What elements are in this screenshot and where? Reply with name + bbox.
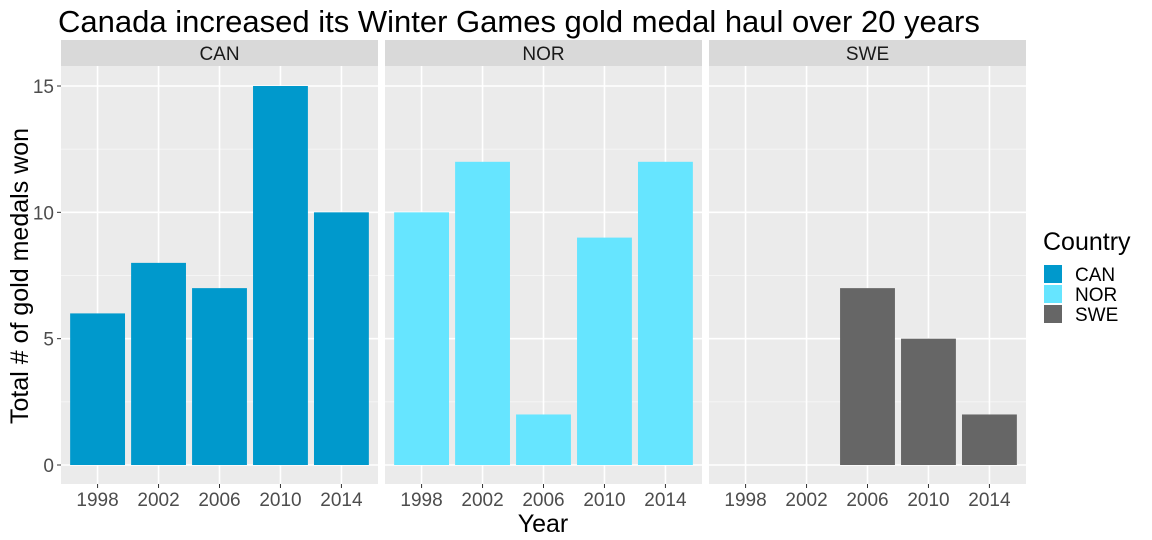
- x-tick-label: 1998: [76, 490, 118, 511]
- x-tick-label: 2014: [320, 490, 363, 511]
- y-tick-label: 5: [43, 330, 54, 351]
- x-tick-label: 2010: [259, 490, 301, 511]
- bar-can-2010: [253, 86, 308, 465]
- facet-panel-swe: SWE 1998 2002 2006 2010 2014: [709, 40, 1026, 511]
- facet-panel-can: CAN 1998 2002 2006 2010 2014: [61, 40, 378, 511]
- legend-key-swe: [1044, 305, 1062, 323]
- x-tick-label: 2002: [461, 490, 503, 511]
- legend-key-can: [1044, 265, 1062, 283]
- x-tick-label: 1998: [400, 490, 442, 511]
- x-tick-label: 2006: [846, 490, 888, 511]
- facet-strip-label: SWE: [846, 44, 889, 65]
- bar-can-2002: [131, 262, 186, 465]
- bar-nor-2014: [637, 161, 693, 466]
- bar-nor-2002: [455, 161, 510, 466]
- y-tick-label: 10: [33, 203, 54, 224]
- facet-panels: CAN 1998 2002 2006 2010 2014 NOR 1998 2002 2006 20…: [33, 40, 1026, 511]
- x-tick-label: 2014: [644, 490, 687, 511]
- facet-strip: [709, 40, 1026, 66]
- x-tick-label: 2014: [968, 490, 1011, 511]
- bar-swe-2014: [961, 414, 1017, 465]
- y-axis: 0 5 10 15: [33, 77, 61, 477]
- chart-title: Canada increased its Winter Games gold m…: [58, 4, 980, 39]
- bar-can-2006: [192, 288, 247, 465]
- legend-label-nor: NOR: [1075, 285, 1117, 306]
- legend-label-swe: SWE: [1075, 305, 1118, 326]
- facet-strip-label: CAN: [199, 44, 239, 65]
- facet-strip-label: NOR: [522, 44, 564, 65]
- x-tick-label: 2006: [198, 490, 240, 511]
- x-axis-title: Year: [518, 510, 569, 538]
- legend-key-nor: [1044, 285, 1062, 303]
- y-tick-label: 15: [33, 77, 54, 98]
- legend-title: Country: [1043, 228, 1131, 256]
- facet-strip: [61, 40, 378, 66]
- x-tick-label: 2002: [785, 490, 827, 511]
- x-tick-label: 2002: [137, 490, 179, 511]
- legend-label-can: CAN: [1075, 265, 1115, 286]
- x-tick-label: 2010: [583, 490, 625, 511]
- y-axis-title: Total # of gold medals won: [6, 128, 34, 424]
- bar-can-2014: [313, 212, 369, 465]
- facet-panel-nor: NOR 1998 2002 2006 2010 2014: [385, 40, 702, 511]
- y-tick-label: 0: [43, 456, 54, 477]
- bar-swe-2010: [901, 338, 956, 465]
- x-tick-label: 2010: [907, 490, 949, 511]
- bar-nor-1998: [394, 212, 450, 465]
- bar-can-1998: [70, 313, 126, 465]
- bar-nor-2010: [577, 237, 632, 465]
- facet-strip: [385, 40, 702, 66]
- x-tick-label: 2006: [522, 490, 564, 511]
- x-tick-label: 1998: [724, 490, 766, 511]
- bar-nor-2006: [516, 414, 571, 465]
- bar-swe-2006: [840, 288, 895, 465]
